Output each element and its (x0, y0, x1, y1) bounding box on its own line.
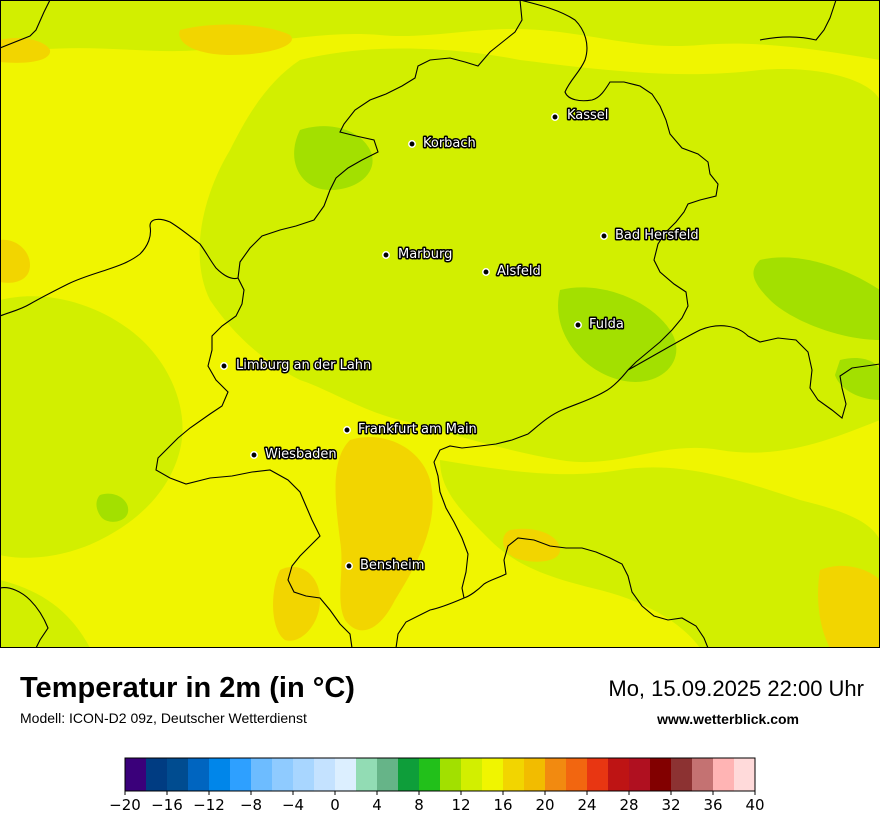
city-korbach: Korbach (408, 135, 477, 153)
colorbar-tick-label: 28 (619, 796, 638, 814)
colorbar-swatch (188, 758, 210, 791)
colorbar-swatch (461, 758, 483, 791)
city-dot (482, 268, 490, 276)
colorbar-swatch (167, 758, 189, 791)
colorbar-swatch (335, 758, 357, 791)
map-title: Temperatur in 2m (in °C) (20, 672, 355, 704)
temperature-field-green (96, 126, 880, 522)
city-dot (551, 113, 559, 121)
city-dot (345, 562, 353, 570)
city-dot (574, 321, 582, 329)
model-info: Modell: ICON-D2 09z, Deutscher Wetterdie… (20, 710, 307, 726)
city-label: Korbach (423, 136, 476, 151)
city-label: Marburg (398, 247, 452, 262)
temperature-map: Kassel Korbach Bad Hersfeld Marburg Alsf… (0, 0, 880, 648)
colorbar-tick-label: −12 (193, 796, 225, 814)
colorbar-swatch (251, 758, 273, 791)
colorbar-swatch (398, 758, 420, 791)
city-label: Frankfurt am Main (358, 422, 477, 437)
colorbar-swatch (314, 758, 336, 791)
colorbar-swatch (587, 758, 609, 791)
colorbar-swatch (146, 758, 168, 791)
colorbar-swatch (125, 758, 147, 791)
city-label: Bensheim (360, 558, 424, 573)
footer: Temperatur in 2m (in °C) Modell: ICON-D2… (0, 648, 880, 830)
colorbar-swatch (566, 758, 588, 791)
colorbar-tick-label: −20 (109, 796, 141, 814)
city-dot (343, 426, 351, 434)
city-limburg-an-der-lahn: Limburg an der Lahn (220, 357, 373, 375)
city-dot (382, 251, 390, 259)
city-dot (220, 362, 228, 370)
colorbar-swatch (272, 758, 294, 791)
forecast-datetime: Mo, 15.09.2025 22:00 Uhr (608, 676, 864, 701)
city-label: Limburg an der Lahn (236, 358, 371, 373)
colorbar-ticks: −20 −16 −12 −8 −4 0 4 8 12 16 20 24 28 32 36 40 (109, 791, 765, 814)
colorbar-swatch (524, 758, 546, 791)
colorbar-tick-label: 20 (535, 796, 554, 814)
temperature-colorbar: −20 −16 −12 −8 −4 0 4 8 12 16 20 24 28 32 36 40 (109, 757, 765, 814)
colorbar-swatch (545, 758, 567, 791)
colorbar-swatch (230, 758, 252, 791)
city-wiesbaden: Wiesbaden (250, 446, 338, 464)
city-dot (250, 451, 258, 459)
colorbar-tick-label: 32 (661, 796, 680, 814)
city-dot (600, 232, 608, 240)
city-alsfeld: Alsfeld (482, 263, 542, 281)
colorbar-swatch (356, 758, 378, 791)
colorbar-tick-label: 4 (372, 796, 382, 814)
colorbar-tick-label: 36 (703, 796, 722, 814)
colorbar-swatch (377, 758, 399, 791)
colorbar-swatch (503, 758, 525, 791)
website-link[interactable]: www.wetterblick.com (657, 711, 799, 727)
colorbar-tick-label: 16 (493, 796, 512, 814)
colorbar-swatch (482, 758, 504, 791)
colorbar-swatch (608, 758, 630, 791)
colorbar-swatch (671, 758, 693, 791)
temperature-field-warm (0, 24, 880, 648)
city-marburg: Marburg (382, 246, 454, 264)
colorbar-swatch (692, 758, 714, 791)
state-borders (0, 0, 880, 648)
city-bad-hersfeld: Bad Hersfeld (600, 227, 700, 245)
colorbar-swatch (209, 758, 231, 791)
colorbar-tick-label: 40 (745, 796, 764, 814)
colorbar-swatch (734, 758, 756, 791)
colorbar-swatch (419, 758, 441, 791)
city-dot (408, 140, 416, 148)
colorbar-tick-label: 12 (451, 796, 470, 814)
colorbar-swatches (125, 758, 756, 791)
colorbar-tick-label: −8 (240, 796, 262, 814)
colorbar-swatch (293, 758, 315, 791)
colorbar-tick-label: 24 (577, 796, 596, 814)
city-label: Bad Hersfeld (615, 228, 699, 243)
colorbar-swatch (650, 758, 672, 791)
colorbar-tick-label: 0 (330, 796, 340, 814)
colorbar-swatch (440, 758, 462, 791)
city-fulda: Fulda (574, 316, 625, 334)
city-label: Wiesbaden (265, 447, 337, 462)
colorbar-swatch (713, 758, 735, 791)
city-markers: Kassel Korbach Bad Hersfeld Marburg Alsf… (220, 107, 700, 575)
city-label: Kassel (567, 108, 608, 123)
city-bensheim: Bensheim (345, 557, 426, 575)
city-label: Alsfeld (497, 264, 541, 279)
colorbar-tick-label: 8 (414, 796, 424, 814)
colorbar-frame (124, 757, 756, 792)
colorbar-tick-label: −4 (282, 796, 304, 814)
city-frankfurt-am-main: Frankfurt am Main (343, 421, 478, 439)
city-kassel: Kassel (551, 107, 610, 125)
city-label: Fulda (589, 317, 624, 332)
colorbar-swatch (629, 758, 651, 791)
colorbar-tick-label: −16 (151, 796, 183, 814)
